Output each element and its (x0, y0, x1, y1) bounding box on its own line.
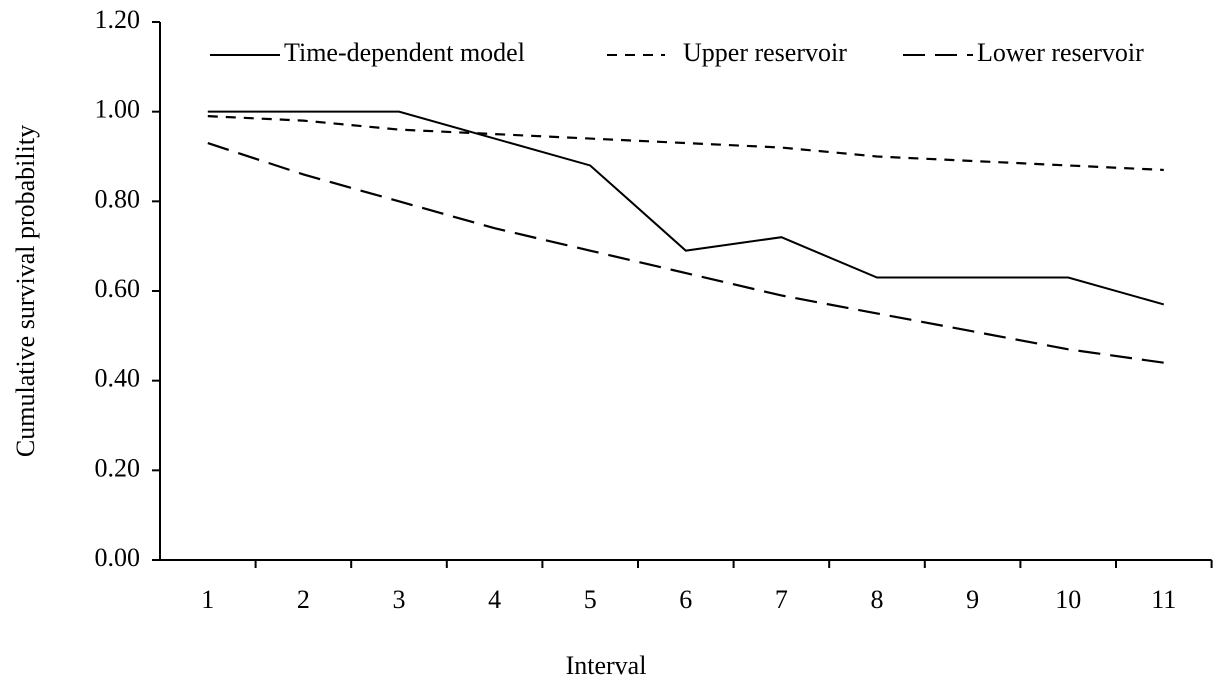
x-tick-label: 10 (1055, 585, 1081, 614)
y-tick-label: 0.00 (95, 543, 141, 572)
x-tick-label: 5 (584, 585, 597, 614)
y-tick-label: 0.20 (95, 453, 141, 482)
y-tick-label: 1.00 (95, 95, 141, 124)
series-line (207, 142, 1164, 364)
x-tick-label: 9 (966, 585, 979, 614)
series-line (207, 115, 1164, 172)
legend-label: Time-dependent model (284, 38, 525, 67)
legend-label: Lower reservoir (977, 38, 1144, 67)
x-tick-label: 11 (1151, 585, 1176, 614)
x-tick-label: 4 (488, 585, 501, 614)
x-tick-label: 3 (393, 585, 406, 614)
y-axis-label: Cumulative survival probability (11, 125, 40, 457)
legend-label: Upper reservoir (683, 38, 847, 67)
x-tick-label: 6 (679, 585, 692, 614)
x-tick-label: 8 (871, 585, 884, 614)
x-tick-label: 2 (297, 585, 310, 614)
x-tick-label: 7 (775, 585, 788, 614)
series-line (207, 110, 1165, 306)
y-tick-label: 0.40 (95, 364, 141, 393)
x-tick-label: 1 (201, 585, 214, 614)
y-tick-label: 1.20 (95, 5, 141, 34)
y-tick-label: 0.60 (95, 274, 141, 303)
y-tick-label: 0.80 (95, 184, 141, 213)
x-axis-label: Interval (566, 651, 647, 680)
